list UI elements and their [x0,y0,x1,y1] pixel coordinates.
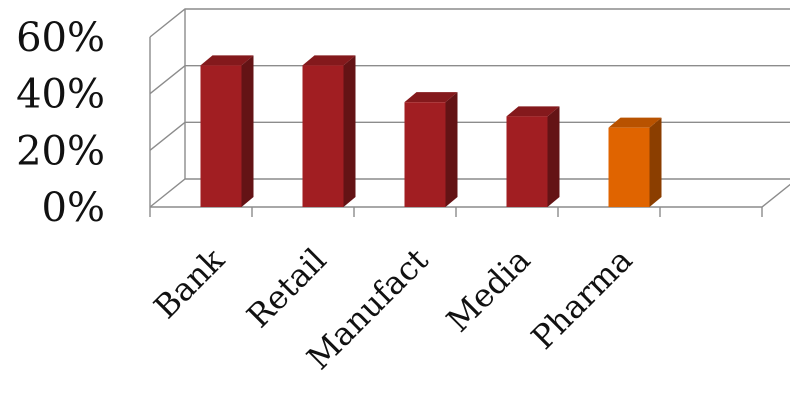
y-tick-label: 20% [16,128,105,174]
x-tick-label: Pharma [524,241,640,357]
bar-top [200,55,254,66]
y-axis-tick-labels: 0% 20% 40% 60% [16,15,105,231]
x-tick-label: Media [439,241,538,340]
bar-top [608,117,662,128]
bar-side [343,55,356,208]
x-tick-label: Retail [239,241,333,335]
bar-media [506,106,560,207]
grid-layer [149,8,790,217]
y-tick-label: 60% [16,15,105,61]
bar-front [608,127,650,207]
bar-side [241,55,254,208]
bar-side [649,117,662,207]
bar-side [445,92,458,207]
y-tick-label: 40% [16,72,105,118]
bar-top [302,55,356,66]
bar-front [200,65,242,207]
bar-manufact [404,92,458,207]
y-tick-label: 0% [42,185,105,231]
bars-layer [200,55,662,208]
x-tick-label: Bank [146,240,232,326]
bar-bank [200,55,254,208]
gridline [149,8,790,38]
bar-retail [302,55,356,208]
bar-pharma [608,117,662,207]
bar-side [547,106,560,207]
bar-top [506,106,560,117]
bar-front [506,116,548,207]
bar-front [404,102,446,207]
bar-front [302,65,344,207]
bar-top [404,92,458,103]
